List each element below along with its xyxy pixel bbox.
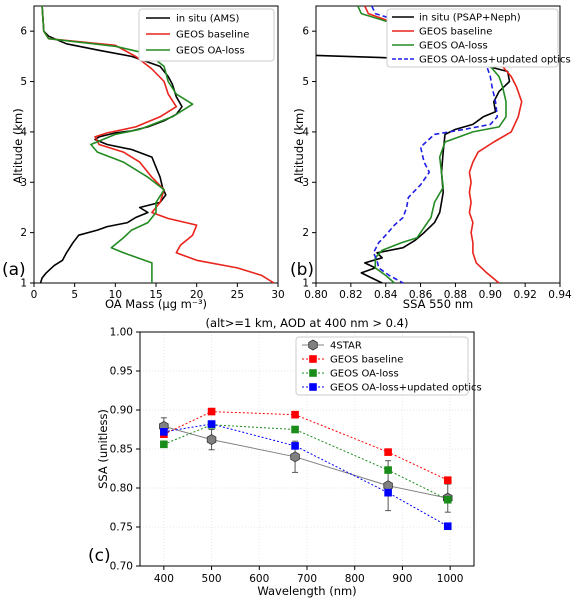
panel-a: 0 5 10 15 20 25 30 1 2 3 4 5 6 in situ (AMS) GEOS ba…	[2, 5, 285, 311]
c-legend-marker-1	[309, 355, 317, 363]
c-series-line-1	[163, 411, 449, 481]
c-ytick-label-6: 1.00	[110, 327, 133, 339]
c-point-1-4	[443, 476, 452, 484]
c-point-1-3	[384, 448, 392, 456]
c-xtick-label-3: 700	[297, 573, 317, 585]
a-series-line-1	[41, 5, 275, 284]
b-xtick-label-4: 0.88	[444, 289, 467, 301]
panel-c-legend-label-1: GEOS baseline	[330, 355, 403, 366]
c-point-3-2	[291, 442, 299, 450]
c-ytick-label-3: 0.85	[110, 444, 133, 456]
c-ytick-label-2: 0.80	[110, 483, 133, 495]
c-series-line-3	[163, 423, 449, 527]
c-point-3-1	[207, 420, 216, 428]
c-xtick-label-2: 600	[249, 573, 269, 585]
c-point-1-1	[207, 407, 216, 416]
c-ytick-label-5: 0.95	[110, 366, 133, 378]
panel-c-label: (c)	[88, 546, 111, 566]
c-xtick-label-5: 900	[392, 573, 412, 585]
a-xtick-label-3: 15	[149, 289, 162, 301]
a-ytick-label-5: 6	[20, 26, 27, 38]
a-ytick-label-1: 2	[20, 227, 27, 239]
panel-b: 0.80 0.82 0.84 0.86 0.88 0.90 0.92 0.94 1 2 3 4 5 6 i…	[290, 5, 572, 311]
a-ytick-label-2: 3	[20, 177, 27, 189]
c-ytick-label-4: 0.90	[110, 405, 133, 417]
b-series-line-0	[315, 54, 511, 284]
c-point-3-0	[160, 428, 168, 436]
panel-c-legend-box	[295, 336, 469, 396]
b-xtick-label-0: 0.80	[304, 289, 327, 301]
panel-a-xlabel: OA Mass (μg m⁻³)	[105, 297, 207, 311]
panel-b-legend: in situ (PSAP+Neph) GEOS baseline GEOS O…	[386, 8, 571, 68]
panel-b-legend-label-1: GEOS baseline	[419, 27, 492, 38]
panel-a-legend: in situ (AMS) GEOS baseline GEOS OA-loss	[138, 8, 275, 62]
panel-b-legend-label-3: GEOS OA-loss+updated optics	[419, 55, 571, 66]
panel-b-xlabel: SSA 550 nm	[403, 297, 473, 311]
panel-c-title: (alt>=1 km, AOD at 400 nm > 0.4)	[206, 316, 409, 330]
panel-a-legend-label-1: GEOS baseline	[176, 30, 249, 41]
c-ytick-label-0: 0.70	[110, 561, 133, 573]
a-xtick-label-6: 30	[271, 289, 284, 301]
panel-b-frame	[315, 5, 561, 284]
c-point-2-0	[160, 440, 168, 449]
a-ytick-label-4: 5	[20, 76, 27, 88]
b-ytick-label-5: 6	[302, 26, 309, 38]
c-point-3-3	[384, 488, 392, 497]
a-xtick-label-5: 25	[231, 289, 244, 301]
c-point-2-3	[384, 466, 392, 474]
c-point-3-4	[443, 522, 452, 531]
panel-c-xlabel: Wavelength (nm)	[257, 584, 356, 598]
c-point-2-4	[443, 495, 452, 504]
a-xtick-label-2: 10	[109, 289, 122, 301]
panel-b-legend-label-0: in situ (PSAP+Neph)	[419, 13, 521, 24]
c-xtick-label-6: 1000	[437, 573, 464, 585]
b-xtick-label-7: 0.94	[548, 289, 572, 301]
b-ytick-label-1: 2	[302, 227, 309, 239]
c-ytick-label-1: 0.75	[110, 522, 133, 534]
panel-c: 400 500 600 700 800 900 1000 0.70 0.75 0.80 0.85 0.…	[88, 316, 482, 598]
a-ytick-label-0: 1	[20, 278, 27, 290]
panel-a-legend-label-2: GEOS OA-loss	[176, 46, 245, 57]
c-point-2-2	[291, 425, 299, 434]
panel-a-label: (a)	[2, 260, 26, 280]
panel-a-ylabel: Altitude (km)	[11, 108, 25, 183]
c-legend-marker-3	[309, 383, 317, 391]
c-xtick-label-0: 400	[154, 573, 174, 585]
panel-b-legend-label-2: GEOS OA-loss	[419, 41, 488, 52]
c-point-1-2	[291, 410, 299, 419]
b-ytick-label-3: 4	[302, 126, 309, 138]
a-ytick-label-3: 4	[20, 126, 27, 138]
panel-b-legend-box	[386, 8, 559, 68]
a-xtick-label-0: 0	[31, 289, 38, 301]
b-xtick-label-5: 0.90	[479, 289, 502, 301]
b-ytick-label-4: 5	[302, 76, 309, 88]
b-ytick-label-2: 3	[302, 177, 309, 189]
panel-b-ylabel: Altitude (km)	[292, 108, 306, 183]
panel-b-label: (b)	[290, 260, 314, 280]
b-xtick-label-2: 0.84	[374, 289, 398, 301]
c-xtick-label-4: 800	[345, 573, 365, 585]
panel-c-legend-label-2: GEOS OA-loss	[330, 369, 399, 380]
panel-c-legend: 4STAR GEOS baseline GEOS OA-loss GEOS OA…	[295, 336, 482, 396]
panel-c-legend-label-3: GEOS OA-loss+updated optics	[330, 383, 482, 394]
panel-c-ylabel: SSA (unitless)	[96, 409, 110, 489]
b-ytick-label-0: 1	[302, 278, 309, 290]
b-xtick-label-1: 0.82	[339, 289, 362, 301]
c-legend-marker-0	[308, 339, 318, 351]
c-series-line-0	[163, 425, 448, 499]
c-point-0-2	[290, 451, 300, 463]
c-xtick-label-1: 500	[202, 573, 222, 585]
b-xtick-label-3: 0.86	[409, 289, 433, 301]
panel-a-legend-label-0: in situ (AMS)	[176, 14, 239, 25]
c-legend-marker-2	[309, 369, 317, 377]
b-xtick-label-6: 0.92	[513, 289, 536, 301]
a-xtick-label-4: 20	[190, 289, 203, 301]
panel-c-legend-label-0: 4STAR	[330, 341, 362, 352]
c-point-0-1	[206, 434, 217, 446]
a-xtick-label-1: 5	[71, 289, 78, 301]
panel-a-legend-box	[138, 8, 275, 62]
a-series-line-0	[39, 5, 183, 284]
